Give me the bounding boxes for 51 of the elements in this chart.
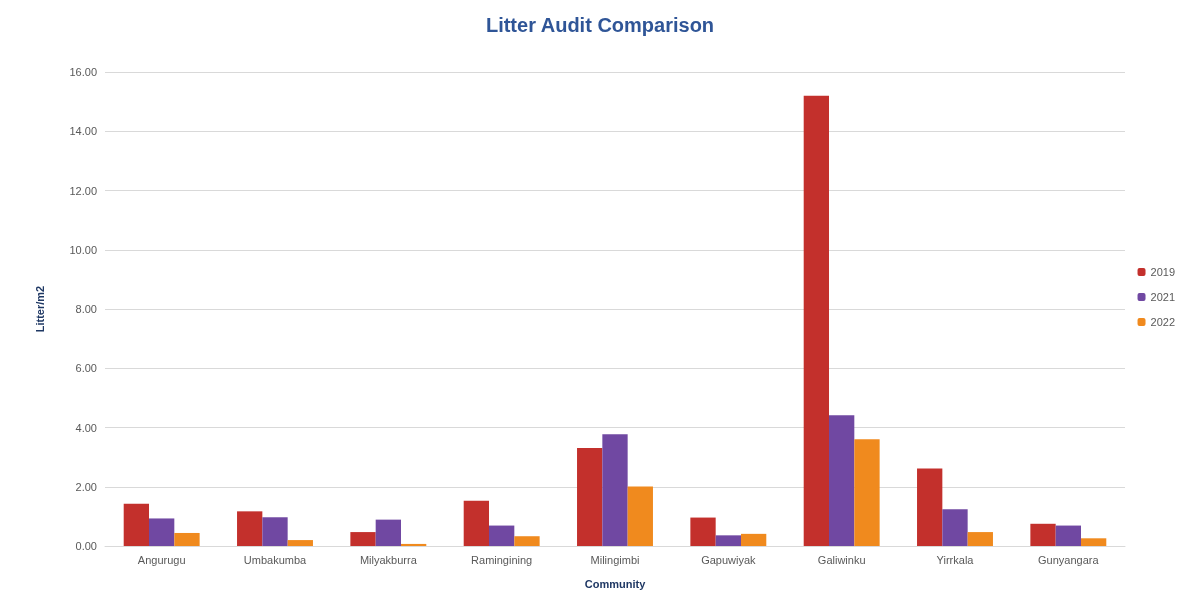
x-axis-title: Community [584,577,647,590]
bar [942,509,968,546]
x-tick-label: Galiwinku [817,553,866,566]
x-tick-label: Angurugu [137,553,186,566]
chart-title: Litter Audit Comparison [485,14,715,36]
bar [287,540,313,546]
bar [262,517,288,546]
bar [1030,523,1056,546]
x-tick-label: Ramingining [471,553,533,566]
x-tick-label: Gunyangara [1038,553,1100,566]
y-tick-label: 6.00 [75,362,97,375]
bar [740,533,767,546]
bar [1055,525,1081,546]
y-tick-label: 10.00 [69,243,97,256]
bar [917,468,943,546]
y-tick-label: 12.00 [69,184,97,197]
y-tick-label: 16.00 [69,66,97,78]
bar [967,532,993,546]
x-tick-label: Yirrkala [936,553,975,566]
bar [854,439,880,546]
bar [174,532,200,546]
y-tick-label: 4.00 [75,421,97,434]
bar [577,447,603,546]
bar [463,500,490,546]
y-axis-title: Litter/m2 [33,285,46,333]
bar [149,518,175,546]
bar [514,536,540,546]
legend-label: 2019 [1150,266,1176,278]
x-tick-label: Milyakburra [359,553,418,566]
bar [489,525,515,546]
y-tick-label: 8.00 [75,303,97,315]
bar [602,434,628,546]
x-tick-label: Umbakumba [243,553,308,566]
bar [715,535,741,546]
x-tick-label: Milingimbi [590,553,640,566]
y-tick-label: 2.00 [75,480,97,493]
legend-label: 2021 [1150,291,1176,303]
bar [237,511,263,546]
bar [123,503,150,546]
legend-label: 2022 [1150,316,1176,328]
bar [627,486,653,546]
y-tick-label: 14.00 [69,125,97,138]
bar [803,95,830,546]
x-tick-label: Gapuwiyak [701,553,757,566]
bar [1080,538,1107,546]
bar [400,543,427,546]
y-tick-label: 0.00 [75,540,97,552]
bar [690,517,716,546]
bar [829,415,855,546]
bar [375,519,401,546]
bar [350,532,376,546]
